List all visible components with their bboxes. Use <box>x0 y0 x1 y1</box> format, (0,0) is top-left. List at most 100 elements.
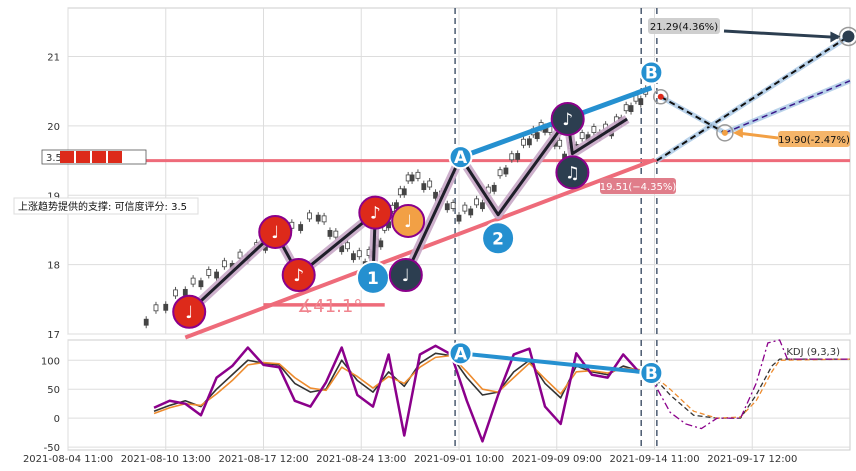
pattern-marker-label: ♩ <box>271 223 279 243</box>
kdj-divergence-label: A <box>454 344 468 364</box>
candle-body <box>345 242 350 250</box>
pattern-marker <box>281 258 316 293</box>
projection-start-ring <box>653 89 669 105</box>
candle-body <box>415 171 421 179</box>
candle-body <box>468 208 474 216</box>
candle-body <box>321 215 327 223</box>
label-target-mid: 19.90(-2.47%) <box>778 135 850 146</box>
kdj-legend-label: KDJ (9,3,3) <box>786 347 840 358</box>
candle-body <box>307 212 312 220</box>
projection-down-line <box>660 95 726 134</box>
candle-body <box>153 304 159 312</box>
candle-body <box>456 214 462 222</box>
support-flag-icon <box>76 151 90 163</box>
candle-body <box>214 271 219 279</box>
pattern-marker <box>555 155 590 190</box>
support-trend-label: 上涨趋势提供的支撑: 可信度评分: 3.5 <box>18 200 187 213</box>
pattern-marker-label: ♫ <box>565 163 580 183</box>
pattern-marker <box>481 221 516 256</box>
kdj-divergence-line <box>460 351 652 375</box>
target-mid-arrowhead <box>732 127 743 138</box>
label-target-low-box <box>600 178 676 194</box>
candle-body <box>433 191 438 199</box>
y-tick-label: 17 <box>47 330 60 341</box>
candle-body <box>526 138 532 146</box>
label-target-mid-box <box>778 131 850 147</box>
pattern-marker <box>391 203 426 238</box>
candle-body <box>534 132 540 140</box>
y-tick-label: 21 <box>47 53 60 64</box>
candle-body <box>497 169 503 177</box>
support-trend-box <box>13 197 199 215</box>
pattern-marker <box>550 101 585 136</box>
kdj-y-tick-label: 0 <box>54 414 60 425</box>
projection-channel-lower <box>724 80 851 134</box>
candle-body <box>491 184 497 192</box>
candle-body <box>515 153 521 160</box>
kdj-line-j <box>153 344 652 443</box>
pattern-marker <box>355 260 390 295</box>
x-tick-label: 2021-08-17 12:00 <box>218 454 308 465</box>
pattern-marker <box>172 294 207 329</box>
kdj-y-tick-label: 100 <box>41 356 60 367</box>
pattern-marker-label: B <box>645 64 658 84</box>
pattern-marker-label: ♪ <box>370 204 381 224</box>
candle-body <box>503 167 509 175</box>
x-tick-label: 2021-09-17 12:00 <box>707 454 797 465</box>
candle-body <box>444 203 450 211</box>
candle-body <box>173 289 178 297</box>
target-high-arrow <box>723 29 839 39</box>
kdj-divergence-marker <box>448 341 473 366</box>
kdj-projection-k <box>650 358 850 419</box>
candle-body <box>462 204 468 212</box>
x-tick-label: 2021-09-09 09:00 <box>512 454 602 465</box>
pattern-marker-label: ♩ <box>402 266 410 286</box>
target-mid-arrow <box>736 131 779 140</box>
pattern-marker <box>258 215 293 250</box>
pattern-marker <box>388 258 423 293</box>
candle-body <box>378 240 384 248</box>
y-tick-label: 19 <box>47 191 60 202</box>
label-target-high-box <box>648 18 720 34</box>
label-target-low: 19.51(−4.35%) <box>600 182 677 193</box>
candle-body <box>623 104 629 112</box>
candle-body <box>333 230 339 238</box>
y-tick-label: 20 <box>47 122 60 133</box>
x-axis: 2021-08-04 11:00 2021-08-10 13:00 2021-08-… <box>23 454 797 465</box>
candle-body <box>579 132 585 140</box>
x-tick-label: 2021-08-10 13:00 <box>121 454 211 465</box>
candle-body <box>427 180 433 188</box>
x-tick-label: 2021-08-24 13:00 <box>316 454 406 465</box>
candle-body <box>315 214 321 222</box>
candle-body <box>409 174 415 182</box>
projection-start-dot <box>657 93 664 100</box>
kdj-panel: -50 0 50 100 KDJ (9,3,3) A B <box>41 339 851 454</box>
candle-body <box>397 188 403 196</box>
candle-body <box>509 153 515 161</box>
candle-body <box>450 202 456 209</box>
projection-target-line <box>656 35 849 162</box>
x-tick-label: 2021-08-04 11:00 <box>23 454 113 465</box>
x-tick-label: 2021-09-01 10:00 <box>414 454 504 465</box>
candle-body <box>190 277 196 285</box>
candle-body <box>474 198 479 206</box>
support-level-label: 3.5 <box>46 153 62 164</box>
target-high-arrowhead <box>830 31 841 43</box>
pattern-marker <box>358 195 393 230</box>
candle-body <box>557 139 563 147</box>
candle-body <box>421 183 427 191</box>
candle-body <box>143 318 149 326</box>
y-tick-label: 18 <box>47 261 60 272</box>
candle-body <box>638 98 644 106</box>
pattern-marker <box>448 145 473 170</box>
candle-body <box>298 224 304 231</box>
candle-body <box>401 188 407 196</box>
candle-body <box>521 138 526 146</box>
angle-label: ∡41.1° <box>297 296 362 317</box>
candle-body <box>405 174 411 182</box>
support-flag-icon <box>92 151 106 163</box>
price-panel: 171819202121.29(4.36%)19.90(-2.47%)19.51… <box>13 7 856 341</box>
candle-body <box>163 303 169 311</box>
candle-body <box>327 230 333 237</box>
